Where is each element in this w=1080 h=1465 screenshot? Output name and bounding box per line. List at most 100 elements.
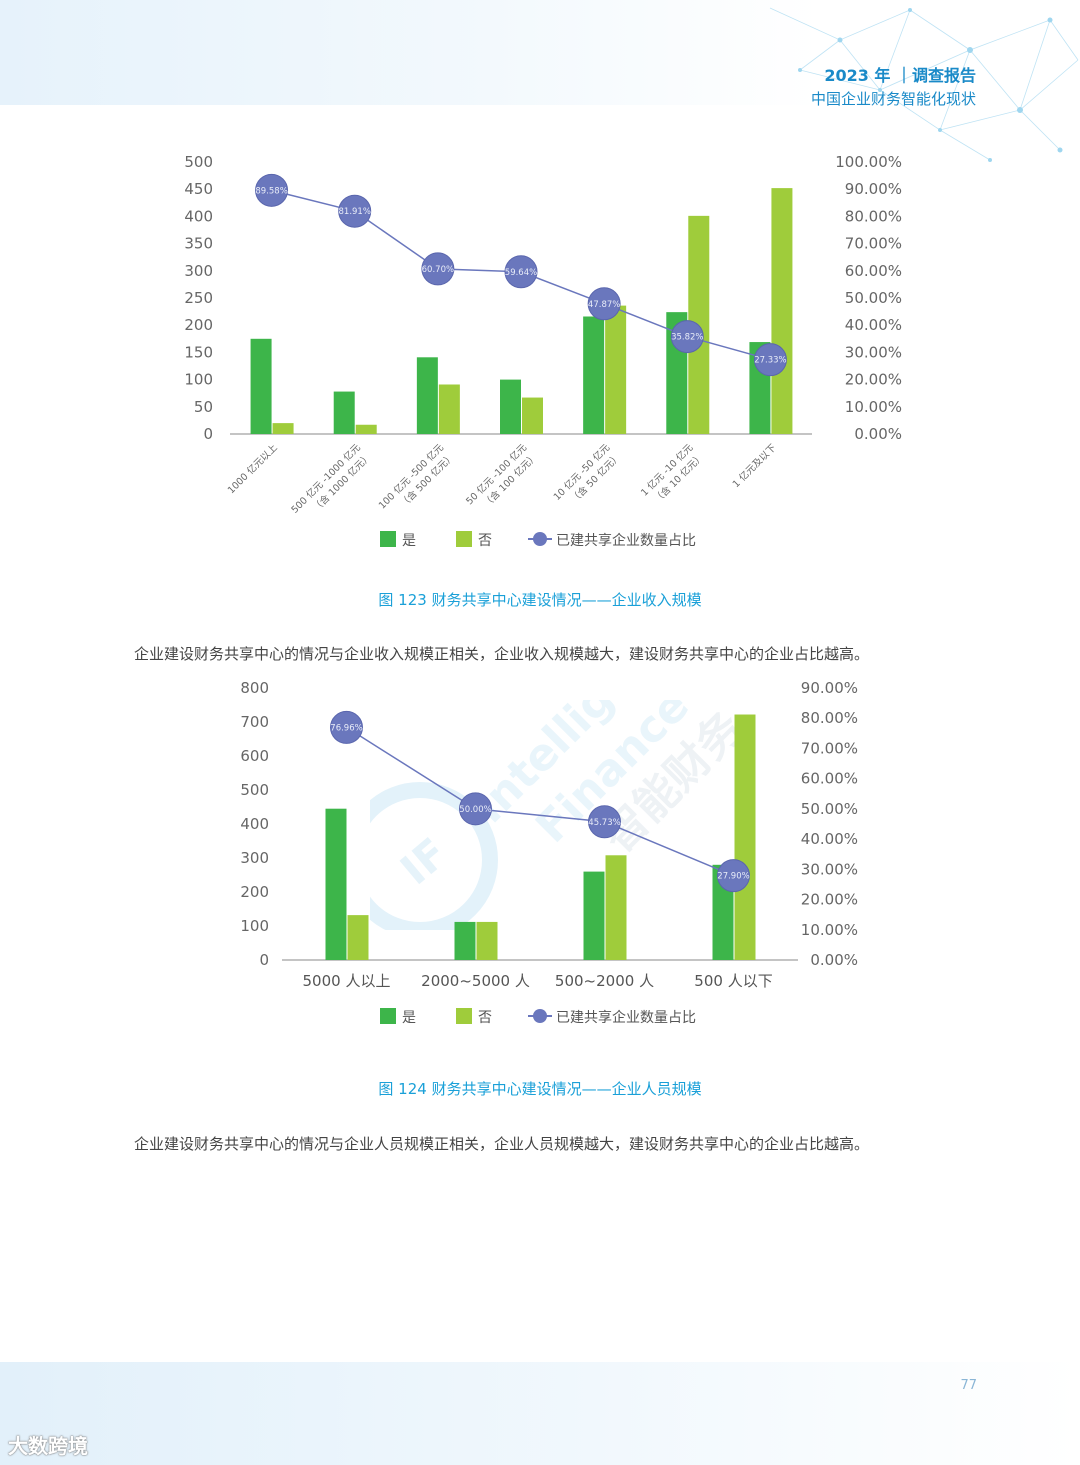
y2-tick-label: 90.00% <box>845 180 902 198</box>
bar-no <box>771 188 793 434</box>
legend-marker-ratio <box>533 532 547 546</box>
y-tick-label: 500 <box>240 781 269 799</box>
y2-tick-label: 30.00% <box>801 860 858 878</box>
brand-watermark: 大数跨境 <box>8 1434 88 1458</box>
ratio-data-label: 27.33% <box>754 356 786 366</box>
y-tick-label: 0 <box>259 951 269 969</box>
y-tick-label: 400 <box>184 207 213 225</box>
bar-no <box>347 915 369 960</box>
y-tick-label: 450 <box>184 180 213 198</box>
legend-swatch-yes <box>380 531 396 547</box>
y2-tick-label: 20.00% <box>801 891 858 909</box>
revenue-chart-svg: 0 50 100 150 200 250 300 350 400 450 500 0.00% 10.00… <box>184 153 902 549</box>
chart-caption-revenue: 图 123 财务共享中心建设情况——企业收入规模 <box>378 591 702 609</box>
y-tick-label: 800 <box>240 679 269 697</box>
ratio-data-label: 60.70% <box>422 265 454 275</box>
y-tick-label: 100 <box>240 917 269 935</box>
ratio-point <box>338 194 372 228</box>
y2-tick-label: 50.00% <box>845 289 902 307</box>
ratio-point <box>587 287 621 321</box>
y2-tick-label: 0.00% <box>810 951 858 969</box>
ratio-data-label: 89.58% <box>255 186 287 196</box>
ratio-data-label: 50.00% <box>459 805 491 815</box>
legend-label-ratio: 已建共享企业数量占比 <box>556 1009 696 1026</box>
y2-tick-label: 70.00% <box>845 235 902 253</box>
bar-yes <box>583 316 605 434</box>
ratio-line <box>346 726 734 877</box>
legend-label-no: 否 <box>478 1010 492 1026</box>
bar-no <box>355 424 377 434</box>
y-tick-label: 400 <box>240 815 269 833</box>
x-tick-label: 2000~5000 人 <box>421 972 530 990</box>
footer-band <box>0 1362 1080 1465</box>
legend-swatch-yes <box>380 1008 396 1024</box>
headcount-chart: 0 100 200 300 400 500 600 700 800 0.00% 10.00% 20.0… <box>0 670 1080 1040</box>
ratio-point <box>504 255 538 289</box>
bar-no <box>272 423 294 434</box>
y2-tick-label: 60.00% <box>801 770 858 788</box>
y-tick-label: 300 <box>184 262 213 280</box>
legend-label-yes: 是 <box>402 533 416 549</box>
y-tick-label: 100 <box>184 371 213 389</box>
ratio-data-label: 59.64% <box>505 268 537 278</box>
ratio-data-label: 81.91% <box>339 207 371 217</box>
ratio-data-label: 47.87% <box>588 300 620 310</box>
x-tick-label: 1 亿元及以下 <box>730 442 778 490</box>
y-tick-label: 250 <box>184 289 213 307</box>
legend-label-yes: 是 <box>402 1010 416 1026</box>
y2-tick-label: 10.00% <box>801 921 858 939</box>
ratio-point <box>421 252 455 286</box>
ratio-data-label: 76.96% <box>330 723 362 733</box>
report-year-title: 2023 年 ｜调查报告 <box>824 66 976 85</box>
paragraph-headcount: 企业建设财务共享中心的情况与企业人员规模正相关，企业人员规模越大，建设财务共享中… <box>134 1135 870 1153</box>
y-tick-label: 200 <box>184 316 213 334</box>
x-tick-label: 500~2000 人 <box>555 972 654 990</box>
y-tick-label: 500 <box>184 153 213 171</box>
paragraph-revenue: 企业建设财务共享中心的情况与企业收入规模正相关，企业收入规模越大，建设财务共享中… <box>134 645 870 663</box>
bar-no <box>476 921 498 960</box>
x-tick-label: 5000 人以上 <box>303 972 391 990</box>
y2-tick-label: 100.00% <box>835 153 902 171</box>
chart-caption-headcount: 图 124 财务共享中心建设情况——企业人员规模 <box>378 1080 702 1098</box>
bar-no <box>522 397 543 434</box>
ratio-point <box>670 320 704 354</box>
y-tick-label: 50 <box>194 398 213 416</box>
header-band <box>0 0 820 105</box>
page-number: 77 <box>960 1378 977 1393</box>
ratio-point <box>588 805 621 839</box>
y2-tick-label: 80.00% <box>845 207 902 225</box>
legend-swatch-no <box>456 531 472 547</box>
bar-yes <box>250 338 272 434</box>
ratio-point <box>255 173 289 207</box>
legend-label-no: 否 <box>478 533 492 549</box>
bar-yes <box>325 808 347 960</box>
ratio-point <box>753 343 787 377</box>
ratio-point <box>717 859 750 893</box>
y2-tick-label: 50.00% <box>801 800 858 818</box>
y2-tick-label: 70.00% <box>801 739 858 757</box>
y2-tick-label: 90.00% <box>801 679 858 697</box>
bar-yes <box>454 921 476 960</box>
ratio-data-label: 35.82% <box>671 333 703 343</box>
x-tick-label: 1000 亿元以上 <box>225 441 280 496</box>
report-subtitle: 中国企业财务智能化现状 <box>810 90 976 108</box>
y-tick-label: 600 <box>240 747 269 765</box>
network-decoration <box>769 7 1079 162</box>
y2-tick-label: 10.00% <box>845 398 902 416</box>
legend-swatch-no <box>456 1008 472 1024</box>
bar-no <box>438 384 460 434</box>
bar-no <box>605 855 627 960</box>
bar-no <box>605 305 627 434</box>
y-tick-label: 0 <box>203 425 213 443</box>
bar-yes <box>333 391 355 434</box>
ratio-data-label: 27.90% <box>717 872 749 882</box>
bar-yes <box>500 379 521 434</box>
y2-tick-label: 40.00% <box>801 830 858 848</box>
legend-label-ratio: 已建共享企业数量占比 <box>556 532 696 549</box>
y-tick-label: 300 <box>240 849 269 867</box>
y-tick-label: 700 <box>240 713 269 731</box>
bar-yes <box>416 357 438 434</box>
ratio-point <box>330 710 363 744</box>
y2-tick-label: 30.00% <box>845 343 902 361</box>
y2-tick-label: 80.00% <box>801 709 858 727</box>
